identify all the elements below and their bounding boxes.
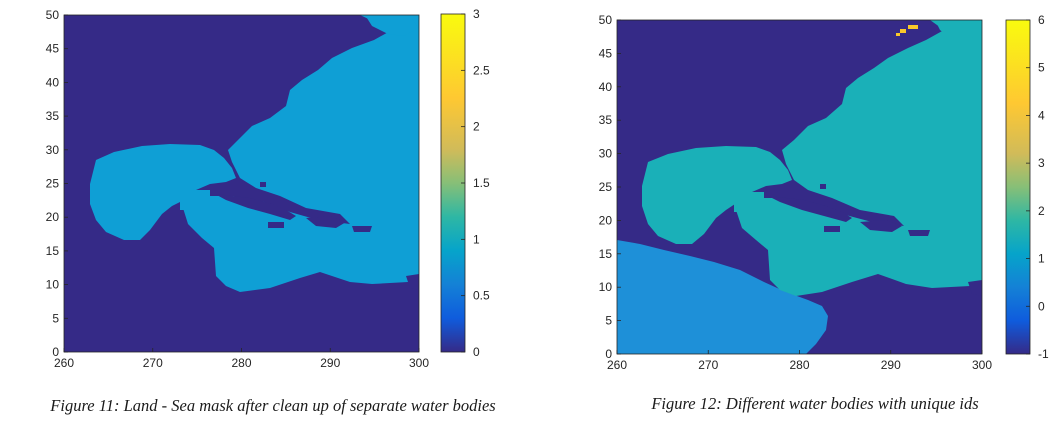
y-tick-label: 45 [599,46,613,60]
x-tick-label: 280 [231,356,251,370]
y-tick-label: 5 [605,314,612,328]
axis-ticks-2: 260 270 280 290 300 0 5 10 15 20 25 30 35 40 45 50 [599,13,993,372]
y-tick-label: 35 [46,109,60,123]
colorbar-tick-label: 5 [1038,61,1045,75]
water-region-pacific [617,240,828,354]
y-tick-label: 25 [46,177,60,191]
colorbar-2 [1005,19,1031,355]
y-tick-label: 15 [46,244,60,258]
y-tick-label: 30 [599,147,613,161]
water-body-main [90,15,419,292]
x-tick-label: 300 [409,356,429,370]
figure-caption-11: Figure 11: Land - Sea mask after clean u… [50,396,496,415]
colorbar-tick-label: 2 [473,120,480,134]
colorbar-tick-label: 2 [1038,204,1045,218]
water-region-atlantic-2 [736,20,982,296]
y-tick-label: 25 [599,180,613,194]
x-tick-label: 290 [881,358,901,372]
water-region-atlantic [183,15,419,292]
colorbar-tick-label: 0.5 [473,289,490,303]
y-tick-label: 0 [605,347,612,361]
lake-2 [900,29,906,33]
lake-1 [908,25,918,29]
heatmap-land-sea-mask [63,14,420,353]
colorbar-tick-label: 3 [1038,156,1045,170]
y-tick-label: 40 [599,80,613,94]
y-tick-label: 20 [46,210,60,224]
island-hispaniola [306,216,346,228]
colorbar-tick-label: 1 [1038,252,1045,266]
island-jamaica-2 [824,226,840,232]
island-cuba-2 [768,196,852,222]
y-tick-label: 45 [46,42,60,56]
lake-3 [896,33,900,36]
y-tick-label: 50 [46,8,60,22]
colorbar-tick-label: 0 [473,345,480,359]
x-tick-label: 300 [972,358,992,372]
y-tick-label: 15 [599,247,613,261]
y-tick-label: 35 [599,113,613,127]
y-tick-label: 10 [599,280,613,294]
colorbar-tick-label: 0 [1038,299,1045,313]
figure-caption-12: Figure 12: Different water bodies with u… [651,394,979,413]
island-small [260,182,266,187]
colorbar-tick-label: 1 [473,232,480,246]
water-region-gulf-2 [642,146,792,244]
colorbar-tick-label: 3 [473,7,480,21]
heatmap-water-bodies [616,19,983,355]
island-small-2 [820,184,826,189]
colorbar-tick-label: 4 [1038,108,1045,122]
axis-ticks-1: 260 270 280 290 300 0 5 10 15 20 25 30 35 40 45 50 [46,8,430,370]
island-cuba [215,194,296,220]
water-region-small-lakes [896,25,918,36]
water-region-gulf [90,144,236,240]
colorbar-ticks-2: -1 0 1 2 3 4 5 6 [1026,13,1049,361]
colorbar-ticks-1: 0 0.5 1 1.5 2 2.5 3 [461,7,490,359]
y-tick-label: 50 [599,13,613,27]
x-tick-label: 280 [789,358,809,372]
island-hispaniola-2 [860,220,902,232]
island-puerto-rico [352,226,372,232]
y-tick-label: 10 [46,278,60,292]
y-tick-label: 30 [46,143,60,157]
y-tick-label: 0 [52,345,59,359]
x-tick-label: 260 [54,356,74,370]
colorbar-tick-label: 6 [1038,13,1045,27]
x-tick-label: 290 [320,356,340,370]
x-tick-label: 260 [607,358,627,372]
colorbar-tick-label: 2.5 [473,63,490,77]
colorbar-tick-label: -1 [1038,347,1049,361]
y-tick-label: 20 [599,213,613,227]
x-tick-label: 270 [143,356,163,370]
colorbar-tick-label: 1.5 [473,176,490,190]
y-tick-label: 40 [46,75,60,89]
y-tick-label: 5 [52,311,59,325]
x-tick-label: 270 [698,358,718,372]
island-jamaica [268,222,284,228]
island-puerto-rico-2 [908,230,930,236]
